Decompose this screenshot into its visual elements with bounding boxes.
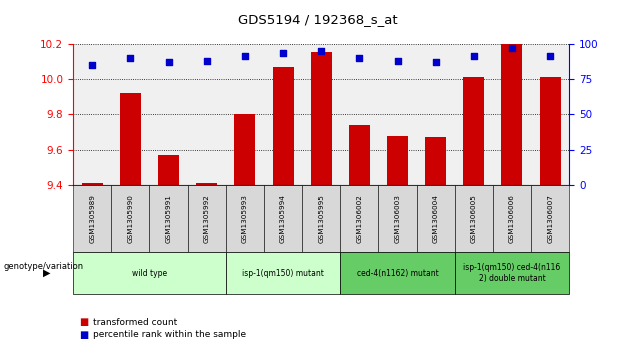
Text: GSM1306003: GSM1306003 <box>394 194 401 243</box>
Bar <box>81 183 103 185</box>
Point <box>469 53 479 59</box>
Bar <box>158 155 179 185</box>
Text: GSM1305991: GSM1305991 <box>165 194 172 243</box>
Point <box>316 48 326 53</box>
Text: ced-4(n1162) mutant: ced-4(n1162) mutant <box>357 269 438 278</box>
Text: GSM1305995: GSM1305995 <box>318 194 324 243</box>
Point <box>278 50 288 56</box>
Bar <box>273 66 294 185</box>
Point <box>202 58 212 64</box>
Point <box>125 55 135 61</box>
Bar <box>235 114 256 185</box>
Text: GSM1305992: GSM1305992 <box>204 194 210 243</box>
Point <box>545 53 555 59</box>
Bar <box>501 44 523 185</box>
Point <box>240 53 250 59</box>
Bar <box>120 93 141 185</box>
Text: GSM1306007: GSM1306007 <box>547 194 553 243</box>
Point <box>431 59 441 65</box>
Text: transformed count: transformed count <box>93 318 177 327</box>
Text: GSM1306006: GSM1306006 <box>509 194 515 243</box>
Text: GSM1305994: GSM1305994 <box>280 194 286 243</box>
Bar <box>197 183 218 185</box>
Text: GSM1306005: GSM1306005 <box>471 194 477 243</box>
Text: genotype/variation: genotype/variation <box>3 262 83 271</box>
Bar <box>425 137 446 185</box>
Point <box>354 55 364 61</box>
Text: GSM1306002: GSM1306002 <box>356 194 363 243</box>
Bar <box>349 125 370 185</box>
Point <box>163 59 174 65</box>
Text: ■: ■ <box>80 317 89 327</box>
Text: isp-1(qm150) ced-4(n116
2) double mutant: isp-1(qm150) ced-4(n116 2) double mutant <box>464 264 560 283</box>
Point <box>392 58 403 64</box>
Point <box>87 62 97 68</box>
Text: percentile rank within the sample: percentile rank within the sample <box>93 330 247 339</box>
Bar <box>387 136 408 185</box>
Text: GSM1305990: GSM1305990 <box>127 194 134 243</box>
Text: isp-1(qm150) mutant: isp-1(qm150) mutant <box>242 269 324 278</box>
Bar <box>311 52 332 185</box>
Text: GDS5194 / 192368_s_at: GDS5194 / 192368_s_at <box>238 13 398 26</box>
Text: ▶: ▶ <box>43 268 51 278</box>
Text: wild type: wild type <box>132 269 167 278</box>
Text: GSM1305993: GSM1305993 <box>242 194 248 243</box>
Bar <box>463 77 485 185</box>
Text: GSM1306004: GSM1306004 <box>432 194 439 243</box>
Bar <box>540 77 561 185</box>
Point <box>507 45 517 51</box>
Text: GSM1305989: GSM1305989 <box>89 194 95 243</box>
Text: ■: ■ <box>80 330 89 340</box>
